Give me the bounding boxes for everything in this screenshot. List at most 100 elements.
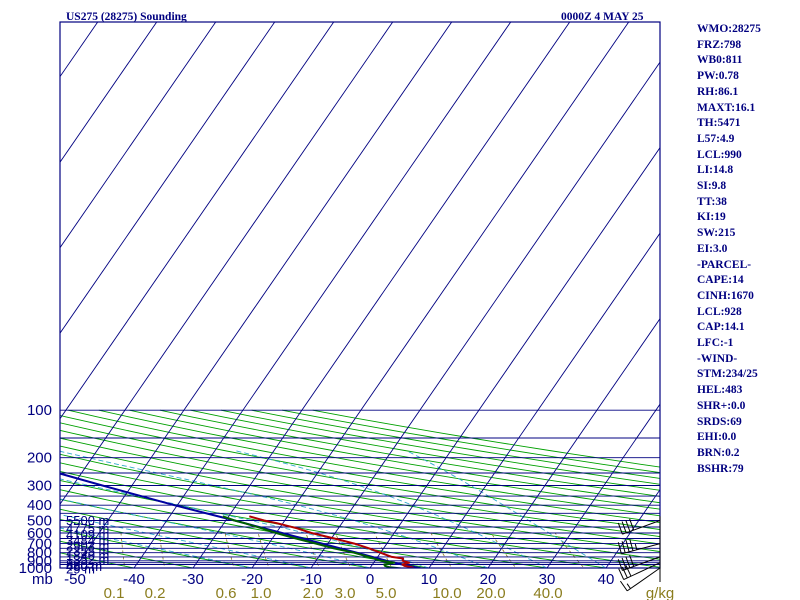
wind-barb-staff <box>623 562 661 581</box>
dry-adiabat <box>60 453 660 560</box>
isotherm <box>546 403 660 568</box>
mixing-ratio-line <box>224 532 235 568</box>
pressure-tick-label: 600 <box>27 525 52 542</box>
mixing-ratio-line <box>120 532 126 568</box>
wind-barb-staff <box>621 543 661 555</box>
height-label: 5500 m <box>66 513 109 528</box>
index-item: SI:9.8 <box>697 180 727 193</box>
index-item: -WIND- <box>697 352 738 365</box>
wind-barb-half-flag <box>634 543 638 550</box>
mixing-ratio-label: 0.1 <box>104 585 125 600</box>
height-label: 450 m <box>66 559 102 574</box>
wind-barb-flag <box>629 539 634 551</box>
temperature-tick-label: -50 <box>64 571 86 588</box>
dewpoint-trace <box>222 515 403 568</box>
mixing-ratio-label: 2.0 <box>303 585 324 600</box>
dry-adiabat <box>60 422 660 530</box>
moist-adiabat <box>234 450 548 568</box>
wind-barb-flag <box>625 540 630 552</box>
mixing-ratio-label: 10.0 <box>432 585 461 600</box>
dry-adiabat <box>190 409 660 491</box>
index-item: LI:14.8 <box>697 164 734 177</box>
wind-barb-flag <box>617 542 622 555</box>
mixing-ratio-label: 40.0 <box>533 585 562 600</box>
dry-adiabat <box>60 479 550 568</box>
mixing-ratio-label: 3.0 <box>335 585 356 600</box>
mixing-ratio-unit: g/kg <box>646 585 674 600</box>
isotherm <box>60 22 158 163</box>
isotherm <box>133 22 512 568</box>
dry-adiabat <box>60 529 255 568</box>
pressure-tick-label: 400 <box>27 497 52 514</box>
dry-adiabat <box>60 552 137 568</box>
dry-adiabat <box>60 445 660 552</box>
dry-adiabat <box>68 409 660 517</box>
wind-barbs <box>617 516 661 592</box>
station-title: US275 (28275) Sounding <box>66 11 187 23</box>
wind-barb-flag <box>629 518 635 531</box>
index-item: WMO:28275 <box>697 23 761 35</box>
index-item: PW:0.78 <box>697 70 739 83</box>
pressure-tick-label: 800 <box>27 545 52 562</box>
temperature-tick-label: 30 <box>539 571 556 588</box>
moist-adiabat <box>405 450 607 568</box>
height-label: 890 m <box>66 557 102 572</box>
index-item: SW:215 <box>697 227 736 240</box>
wind-barb-staff <box>622 520 661 535</box>
mixing-ratio-line <box>335 532 352 568</box>
moist-adiabat <box>60 450 489 568</box>
pressure-tick-label: 900 <box>27 553 52 570</box>
isotherm <box>60 22 394 506</box>
mixing-ratio-label: 5.0 <box>376 585 397 600</box>
wind-barb-flag <box>621 557 627 570</box>
index-item: STM:234/25 <box>697 368 758 381</box>
index-item: EI:3.0 <box>697 242 728 255</box>
isotherm <box>428 232 660 568</box>
index-item: BSHR:79 <box>697 462 744 475</box>
dry-adiabat <box>98 409 660 510</box>
moist-adiabat <box>60 527 253 568</box>
profiles <box>60 472 423 568</box>
height-label: 1352 m <box>66 552 109 567</box>
temperature-tick-label: 40 <box>598 571 615 588</box>
index-item: CAPE:14 <box>697 274 744 287</box>
dry-adiabat <box>60 462 660 568</box>
background-lines <box>60 22 660 568</box>
height-label: 3484 m <box>66 533 109 548</box>
temperature-tick-label: -30 <box>182 571 204 588</box>
temperature-tick-label: 0 <box>366 571 374 588</box>
index-item: SRDS:69 <box>697 415 742 428</box>
wind-barb-flag <box>618 568 625 580</box>
wind-barb-flag <box>629 555 635 567</box>
pressure-tick-label: 1000 <box>19 560 52 577</box>
dry-adiabat <box>60 437 660 545</box>
temperature-tick-label: -40 <box>123 571 145 588</box>
pressure-tick-label: 200 <box>27 450 52 467</box>
mixing-ratio-label: 1.0 <box>251 585 272 600</box>
temperature-tick-label: -10 <box>300 571 322 588</box>
index-item: BRN:0.2 <box>697 446 740 459</box>
valid-time: 0000Z 4 MAY 25 <box>561 11 644 23</box>
index-item: TT:38 <box>697 195 727 208</box>
pressure-tick-label: 100 <box>27 402 52 419</box>
index-item: WB0:811 <box>697 54 743 67</box>
index-item: TH:5471 <box>697 117 741 130</box>
isotherm <box>60 22 217 249</box>
index-item: LCL:928 <box>697 305 742 318</box>
mixing-ratio-line <box>490 532 517 568</box>
index-item: -PARCEL- <box>697 258 752 271</box>
wind-barb-flag <box>617 559 623 571</box>
pressure-tick-label: 300 <box>27 478 52 495</box>
wind-barb-flag <box>625 556 631 568</box>
wind-barb-flag <box>621 521 627 533</box>
mixing-ratio-line <box>257 532 270 568</box>
isotherm <box>310 61 660 568</box>
mixing-ratio-line <box>430 532 453 568</box>
pressure-unit: mb <box>32 571 53 588</box>
index-item: KI:19 <box>697 211 726 224</box>
indices-panel: WMO:28275 FRZ:798 WB0:811 PW:0.78 RH:86.1 MAX… <box>697 22 800 477</box>
height-label: 2903 m <box>66 538 109 553</box>
dry-adiabat <box>60 519 314 568</box>
wind-barb-flag <box>621 566 628 579</box>
index-item: HEL:483 <box>697 384 743 397</box>
